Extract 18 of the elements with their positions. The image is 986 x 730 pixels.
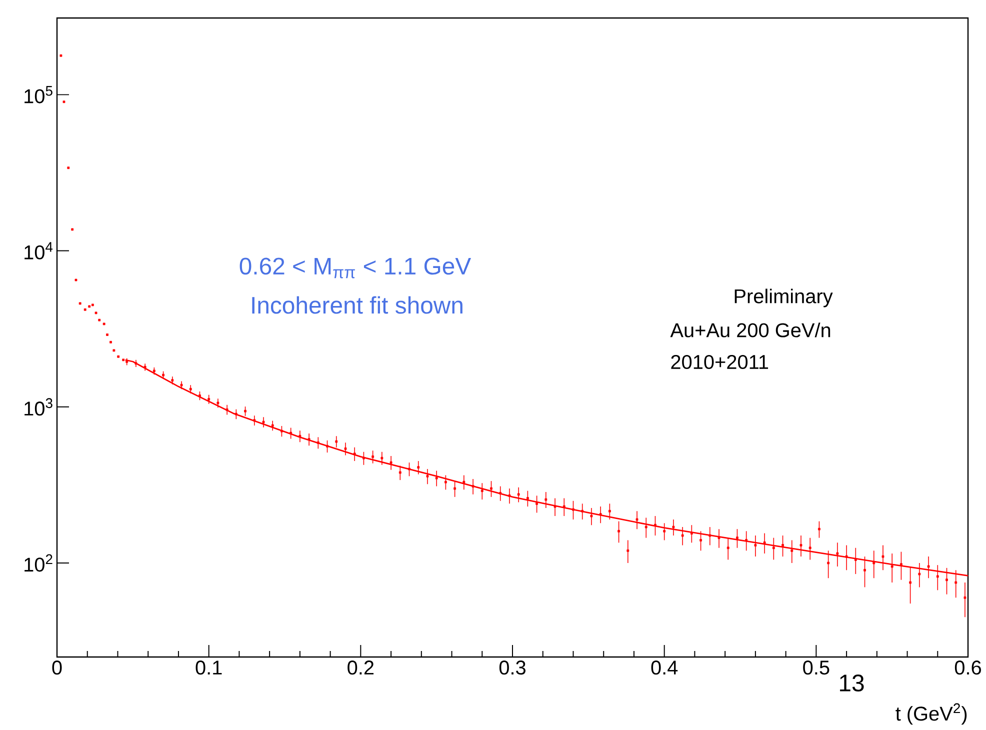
y-tick-label: 10$^{5}$	[24, 86, 52, 104]
x-tick-label: 0.5	[803, 660, 830, 675]
text: 13	[840, 674, 864, 692]
annotation: Preliminary	[734, 288, 833, 308]
y-tick-label: 10$^{2}$	[24, 554, 52, 572]
annotation: Incoherent fit shown	[252, 296, 462, 314]
annotation: Au+Au 200 GeV/n	[670, 322, 830, 338]
x-tick-label: 0	[52, 660, 62, 675]
y-tick-label: 10$^{4}$	[24, 242, 53, 260]
annotation: 0.62 < M$_{ππ}$ < 1.1 GeV	[240, 258, 472, 278]
y-tick-label: 10$^{3}$	[24, 398, 52, 416]
x-tick-label: 0.4	[651, 660, 678, 675]
x-tick-label: 0.3	[499, 660, 526, 675]
x-axis-title: t (GeV$^{2}$)	[896, 703, 967, 725]
x-tick-label: 0.6	[954, 660, 981, 675]
annotation: 2010+2011	[671, 354, 768, 370]
x-tick-label: 0.1	[196, 660, 222, 675]
x-tick-label: 0.2	[348, 660, 374, 675]
